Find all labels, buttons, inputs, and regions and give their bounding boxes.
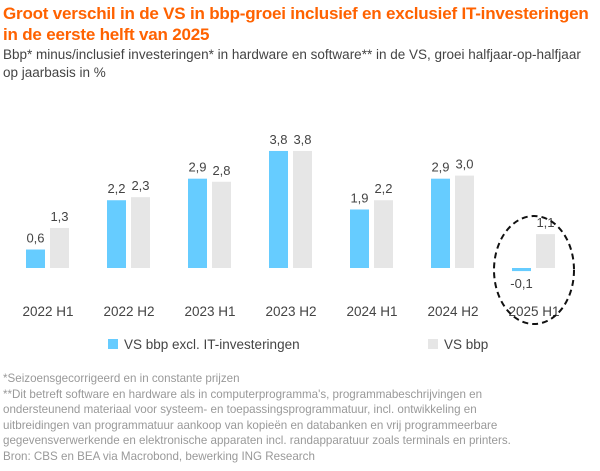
data-label: 2,3 <box>131 178 149 193</box>
x-tick-label: 2022 H2 <box>103 304 154 319</box>
data-label: -0,1 <box>510 276 532 291</box>
x-tick-label: 2024 H1 <box>346 304 397 319</box>
bar <box>455 175 474 268</box>
data-label: 2,9 <box>188 160 206 175</box>
footnote: uitbreidingen van programmatuur aankoop … <box>3 418 498 432</box>
chart-title: Groot verschil in de VS in bbp-groei inc… <box>3 4 589 44</box>
legend-swatch <box>428 339 438 349</box>
footnote: gegevensverwerkende en elektronische app… <box>3 434 511 448</box>
highlight-ellipse <box>493 215 575 325</box>
legend-label: VS bbp excl. IT-investeringen <box>124 337 300 352</box>
footnote: ondersteunend materiaal voor systeem- en… <box>3 403 477 417</box>
bar <box>431 178 450 268</box>
data-label: 0,6 <box>26 231 44 246</box>
legend-swatch <box>108 339 118 349</box>
data-label: 2,8 <box>212 163 230 178</box>
data-label: 1,1 <box>536 215 554 230</box>
bar <box>212 181 231 268</box>
bar <box>107 200 126 268</box>
data-label: 2,9 <box>431 160 449 175</box>
x-tick-label: 2023 H1 <box>184 304 235 319</box>
data-label: 2,2 <box>374 181 392 196</box>
bar <box>131 197 150 268</box>
bar <box>269 150 288 268</box>
footnotes: *Seizoensgecorrigeerd en in constante pr… <box>3 371 598 465</box>
footnote: **Dit betreft software en hardware als i… <box>3 387 483 401</box>
data-label: 3,8 <box>293 132 311 147</box>
x-tick-label: 2024 H2 <box>427 304 478 319</box>
bar <box>50 227 69 268</box>
bar <box>188 178 207 268</box>
bar <box>374 200 393 268</box>
x-tick-label: 2022 H1 <box>22 304 73 319</box>
bar <box>26 249 45 268</box>
data-label: 2,2 <box>107 181 125 196</box>
data-label: 3,0 <box>455 157 473 172</box>
footnote: *Seizoensgecorrigeerd en in constante pr… <box>3 372 240 385</box>
bar <box>512 268 531 272</box>
bar-chart: 0,6 1,3 2022 H1 2,2 2,3 2022 H2 2,9 2,8 2023 H1 3… <box>22 132 575 352</box>
bar <box>350 209 369 268</box>
source: Bron: CBS en BEA via Macrobond, bewerkin… <box>3 449 315 463</box>
chart-subtitle: Bbp* minus/inclusief investeringen* in h… <box>3 47 581 80</box>
legend-label: VS bbp <box>444 337 488 352</box>
bar <box>536 234 555 268</box>
x-tick-label: 2025 H1 <box>508 304 559 319</box>
x-tick-label: 2023 H2 <box>265 304 316 319</box>
data-label: 1,3 <box>50 209 68 224</box>
data-label: 3,8 <box>269 132 287 147</box>
data-label: 1,9 <box>350 190 368 205</box>
bar <box>293 150 312 268</box>
